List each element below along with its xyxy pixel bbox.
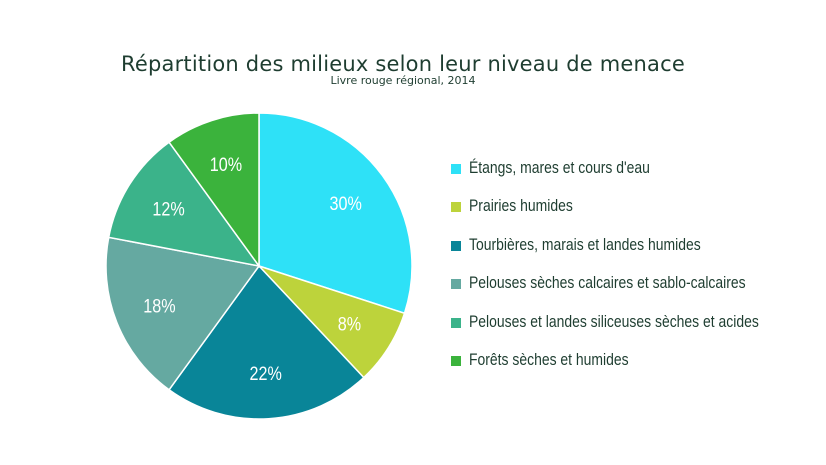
legend-swatch bbox=[451, 164, 461, 174]
chart-title: Répartition des milieux selon leur nivea… bbox=[121, 52, 685, 76]
legend-label: Tourbières, marais et landes humides bbox=[469, 234, 701, 254]
legend-label: Forêts sèches et humides bbox=[469, 350, 629, 369]
pie-slice bbox=[258, 112, 413, 315]
pie-slice bbox=[105, 236, 261, 391]
pie-slice bbox=[107, 141, 261, 268]
legend-swatch bbox=[451, 202, 461, 213]
slice-data-label: 12% bbox=[152, 198, 185, 220]
legend-label: Prairies humides bbox=[469, 196, 573, 216]
slice-data-label: 8% bbox=[338, 313, 362, 335]
legend-swatch bbox=[451, 356, 461, 366]
slice-data-label: 30% bbox=[329, 193, 362, 215]
legend-label: Étangs, mares et cours d'eau bbox=[469, 158, 650, 177]
legend-label: Pelouses sèches calcaires et sablo-calca… bbox=[469, 273, 746, 293]
slice-data-label: 10% bbox=[210, 154, 243, 176]
slice-data-label: 18% bbox=[143, 295, 176, 317]
slice-data-label: 22% bbox=[250, 363, 283, 385]
legend-swatch bbox=[451, 240, 461, 251]
legend-swatch bbox=[451, 317, 461, 328]
legend-swatch bbox=[451, 279, 461, 290]
pie-slice bbox=[168, 112, 260, 269]
legend-label: Pelouses et landes siliceuses sèches et … bbox=[469, 311, 759, 331]
chart-subtitle: Livre rouge régional, 2014 bbox=[330, 74, 476, 87]
pie-slice bbox=[168, 264, 365, 420]
